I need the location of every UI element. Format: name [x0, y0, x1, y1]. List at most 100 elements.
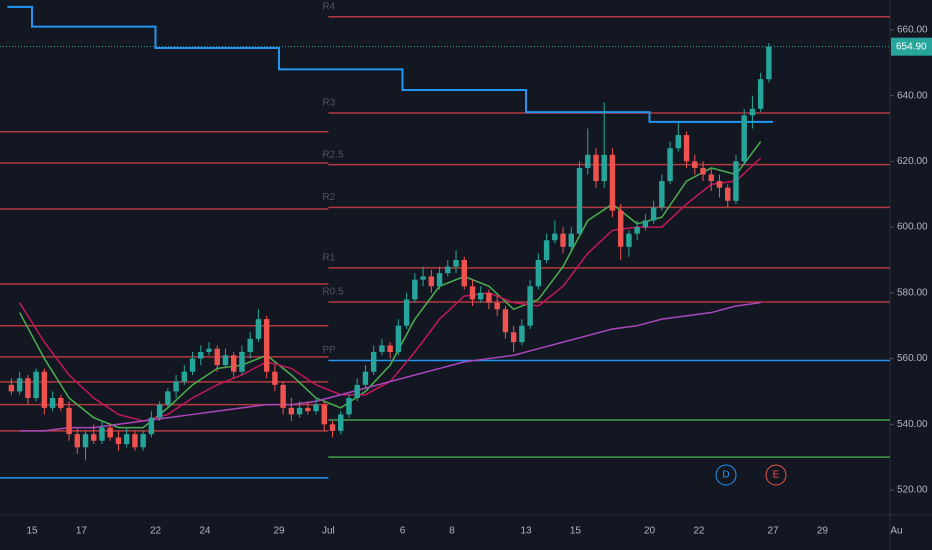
candle-body: [74, 434, 81, 448]
candle-body: [313, 404, 319, 412]
candle-body: [280, 384, 286, 408]
candle-body: [165, 391, 171, 405]
candle-body: [617, 210, 624, 247]
event-label: D: [722, 470, 729, 481]
candle-body: [173, 381, 179, 392]
candle-body: [354, 384, 360, 398]
candle-body: [370, 351, 377, 372]
candle-body: [477, 292, 484, 300]
candle-body: [379, 345, 385, 352]
x-tick-label: 20: [644, 526, 656, 537]
x-tick-label: 22: [693, 526, 705, 537]
candle-body: [49, 397, 56, 408]
candle-body: [461, 259, 467, 287]
candle-body: [535, 259, 542, 287]
x-tick-label: 15: [570, 526, 582, 537]
candle-body: [362, 371, 369, 385]
candle-body: [757, 79, 764, 109]
last-price-label: 654.90: [896, 41, 927, 52]
candle-body: [626, 233, 632, 247]
last-price-box: [891, 37, 932, 56]
candle-body: [123, 434, 130, 445]
x-tick-label: 22: [150, 526, 162, 537]
x-tick-label: 15: [26, 526, 38, 537]
candle-body: [469, 286, 476, 300]
candle-body: [593, 154, 599, 182]
candle-body: [502, 309, 509, 333]
candle-body: [741, 115, 747, 162]
x-tick-label: 8: [449, 526, 455, 537]
y-tick-label: 620.00: [897, 156, 928, 167]
candle-body: [692, 161, 698, 168]
pivot-level-label: R4: [322, 1, 335, 12]
event-label: E: [773, 470, 780, 481]
pivot-level-label: R1: [322, 252, 335, 263]
x-tick-label: 29: [817, 526, 829, 537]
candle-body: [552, 233, 558, 241]
candle-body: [181, 371, 188, 382]
y-tick-label: 560.00: [897, 353, 928, 364]
candle-body: [255, 319, 262, 339]
candle-body: [115, 437, 122, 445]
candle-body: [189, 358, 196, 372]
candle-body: [222, 355, 229, 366]
candle-body: [724, 187, 731, 201]
candle-body: [585, 154, 591, 168]
candle-body: [527, 286, 533, 326]
candle-body: [140, 434, 146, 448]
candle-body: [288, 407, 295, 415]
candle-body: [148, 417, 155, 435]
candle-body: [428, 276, 435, 287]
candle-body: [486, 292, 492, 303]
candle-body: [25, 378, 31, 398]
event-marker[interactable]: [765, 464, 787, 486]
y-tick-label: 520.00: [897, 485, 928, 496]
candle-body: [230, 355, 237, 372]
moving-average: [19, 301, 761, 432]
candle-body: [716, 181, 723, 188]
candle-body: [33, 371, 39, 398]
pivot-level-label: R3: [322, 98, 335, 109]
candle-body: [395, 325, 402, 352]
candle-body: [214, 348, 220, 366]
candle-body: [272, 371, 278, 385]
candle-body: [543, 240, 550, 260]
candle-body: [766, 46, 772, 80]
candle-body: [403, 299, 410, 326]
x-tick-label: 13: [520, 526, 532, 537]
candle-body: [329, 424, 336, 431]
candle-body: [445, 266, 451, 274]
candle-body: [708, 174, 714, 182]
candle-body: [132, 434, 138, 448]
pivot-level-label: R0.5: [322, 287, 344, 298]
candle-body: [82, 434, 89, 448]
y-tick-label: 640.00: [897, 90, 928, 101]
event-marker[interactable]: [715, 464, 737, 486]
candle-body: [683, 135, 690, 162]
candle-body: [494, 302, 500, 310]
candle-body: [667, 148, 673, 182]
candle-body: [675, 135, 682, 149]
x-tick-label: 27: [767, 526, 779, 537]
candle-body: [16, 378, 23, 392]
candle-body: [206, 348, 212, 352]
candle-body: [107, 427, 113, 438]
candle-body: [239, 351, 245, 372]
candle-body: [733, 161, 739, 201]
candle-body: [296, 407, 303, 415]
candle-body: [436, 273, 443, 287]
candle-body: [387, 345, 393, 352]
candle-body: [659, 181, 665, 208]
candle-body: [66, 407, 72, 435]
weekly-pivot-line: [7, 5, 773, 123]
candle-body: [576, 167, 583, 234]
x-tick-label: 17: [76, 526, 88, 537]
candle-body: [749, 108, 756, 116]
candle-body: [156, 404, 163, 418]
x-tick-label: 6: [400, 526, 406, 537]
candle-body: [305, 407, 311, 412]
pivot-level-label: R2: [322, 192, 335, 203]
candle-body: [519, 325, 525, 343]
